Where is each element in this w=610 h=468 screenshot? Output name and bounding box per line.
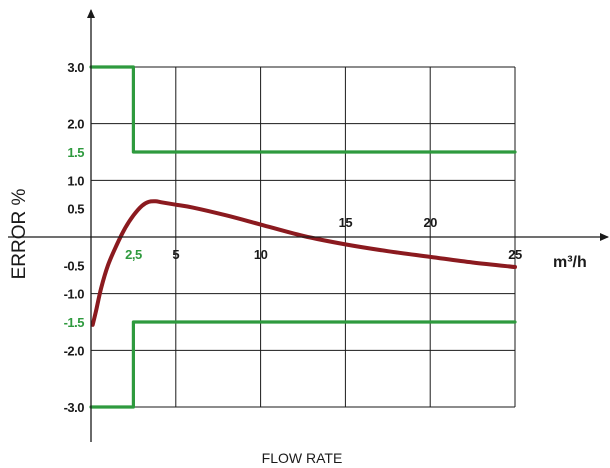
y-tick-label: 1.0	[67, 173, 84, 188]
axes	[8, 9, 609, 442]
x-tick-label: 5	[172, 247, 179, 262]
x-tick-label: 20	[423, 215, 437, 230]
y-tick-label: -0.5	[64, 258, 85, 273]
y-tick-label: -2.0	[64, 343, 85, 358]
limit-line-1	[89, 65, 517, 154]
limit-line-2	[89, 320, 517, 409]
y-tick-label: 2.0	[67, 117, 84, 132]
y-tick-label: -1.0	[64, 287, 85, 302]
x-tick-label: 15	[339, 215, 353, 230]
y-tick-label: 1.5	[67, 145, 84, 160]
unit-label: m³/h	[553, 254, 587, 271]
y-tick-label: -3.0	[64, 400, 85, 415]
y-tick-label: 3.0	[67, 60, 84, 75]
x-tick-label: 25	[508, 247, 522, 262]
x-tick-label: 10	[254, 247, 268, 262]
y-axis-title: ERROR %	[9, 189, 30, 280]
error-curve-line	[90, 199, 517, 327]
tick-labels: 3.0 2.0 1.5 1.0 0.5 -0.5 -1.0 -1.5 -2.0 -3.0 2,5 5 1…	[64, 60, 523, 415]
y-tick-label: -1.5	[64, 315, 85, 330]
series-group	[89, 65, 517, 409]
x-axis-title: FLOW RATE	[262, 450, 343, 466]
y-tick-label: 0.5	[67, 202, 84, 217]
x-tick-label: 2,5	[125, 247, 142, 262]
